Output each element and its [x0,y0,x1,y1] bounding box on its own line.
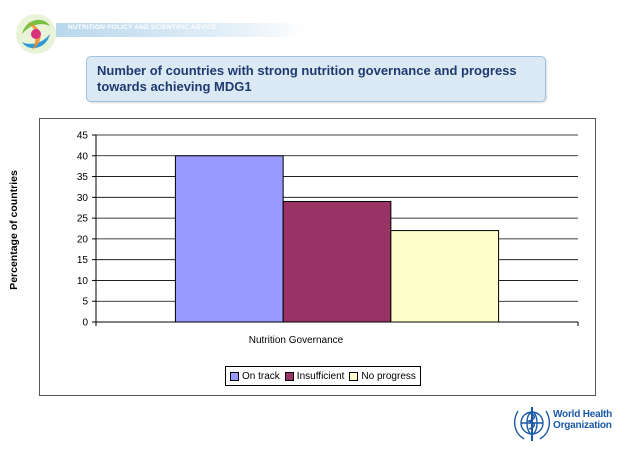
x-axis-category-label: Nutrition Governance [248,335,344,346]
legend-swatch-no-progress [349,371,359,381]
chart-title-box: Number of countries with strong nutritio… [86,56,546,102]
legend-label-on-track: On track [242,370,280,382]
legend-item-insufficient: Insufficient [284,370,345,382]
who-wordmark: World Health Organization [553,409,612,431]
bar-no-progress [390,230,500,323]
y-tick-label-4: 20 [77,234,89,245]
legend-item-no-progress: No progress [349,370,416,382]
y-tick-label-2: 10 [77,276,89,287]
y-tick-label-1: 5 [82,297,88,308]
y-tick-label-5: 25 [77,214,89,225]
program-logo [16,14,56,54]
who-wordmark-line1: World Health [553,409,613,420]
bar-insufficient [282,200,392,323]
legend-label-no-progress: No progress [361,370,416,382]
legend-item-on-track: On track [230,371,280,382]
legend-label-insufficient: Insufficient [296,370,345,382]
y-axis-label: Percentage of countries [8,170,20,290]
who-emblem-icon [513,407,551,441]
legend-swatch-insufficient [284,371,294,381]
y-tick-label-8: 40 [77,151,89,162]
who-wordmark-line2: Organization [553,420,612,431]
y-tick-label-9: 45 [77,131,89,142]
y-tick-label-3: 15 [77,255,89,266]
header-band [56,23,306,37]
program-name: NUTRITION POLICY AND SCIENTIFIC ADVICE [68,24,217,31]
legend-swatch-on-track [230,371,239,381]
y-tick-label-6: 30 [77,193,89,204]
y-tick-label-0: 0 [82,318,88,329]
chart-legend: On track Insufficient No progress [225,366,421,386]
chart-title: Number of countries with strong nutritio… [97,63,517,94]
y-tick-label-7: 35 [77,172,89,183]
bar-on-track [174,155,284,323]
